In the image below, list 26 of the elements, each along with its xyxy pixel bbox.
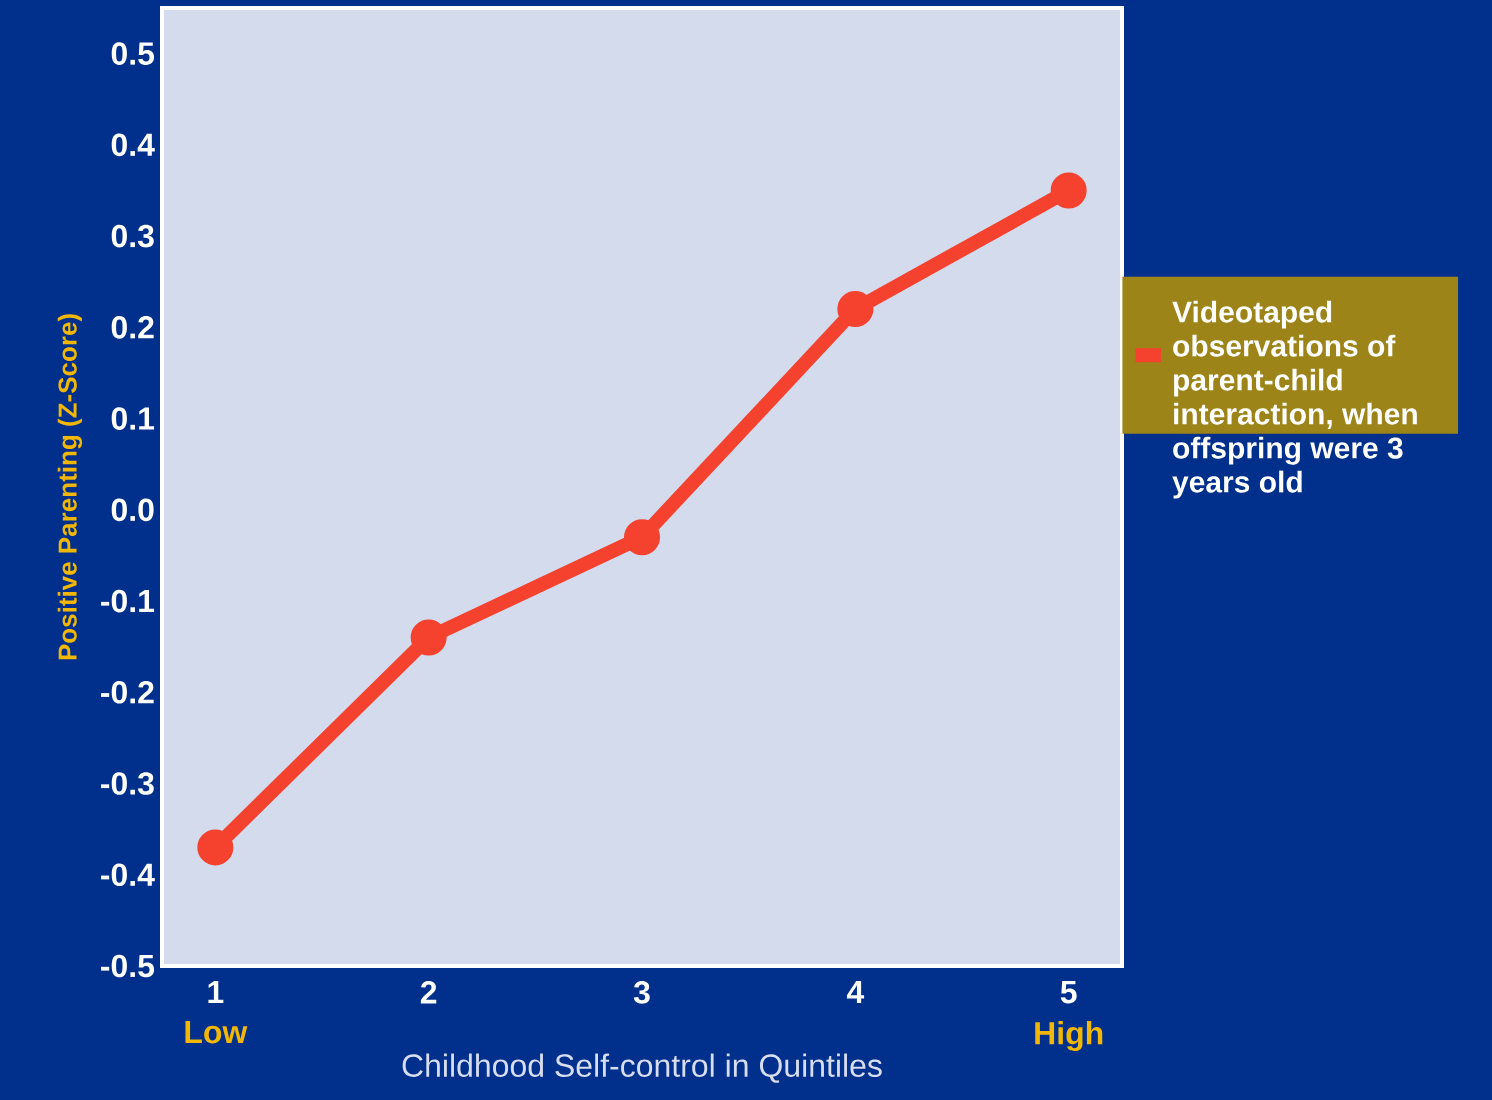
y-tick-label: 0.4 <box>111 133 155 157</box>
y-tick-label: 0.0 <box>111 498 154 522</box>
y-tick-label: -0.5 <box>101 954 155 978</box>
point <box>837 291 874 328</box>
y-tick-label: -0.2 <box>101 680 154 704</box>
point <box>197 829 234 866</box>
x-axis-title: Childhood Self-control in Quintiles <box>402 1053 882 1083</box>
x-tick-label: 3 <box>633 981 650 1004</box>
point <box>624 519 661 556</box>
point <box>410 619 447 656</box>
y-tick-label: -0.3 <box>101 772 154 795</box>
text: Videotaped observations of parent-child interaction, when offspring were 3 years old <box>1172 300 1417 499</box>
text: High <box>1035 1021 1103 1052</box>
y-tick-label: 0.1 <box>111 407 155 430</box>
y-tick-label: -0.4 <box>101 863 155 887</box>
y-tick-label: -0.1 <box>101 589 155 613</box>
x-tick-label: 5 <box>1060 981 1077 1004</box>
y-tick-label: 0.2 <box>111 316 154 339</box>
y-axis-title: Positive Parenting (Z-Score) <box>57 314 83 660</box>
y-tick-label: 0.5 <box>111 42 155 65</box>
point <box>1050 172 1087 209</box>
x-tick-label: 2 <box>420 981 437 1004</box>
text: Low <box>185 1021 248 1044</box>
x-tick-label: 1 <box>208 981 224 1004</box>
y-tick-label: 0.3 <box>111 224 154 248</box>
x-tick-label: 4 <box>846 981 865 1004</box>
